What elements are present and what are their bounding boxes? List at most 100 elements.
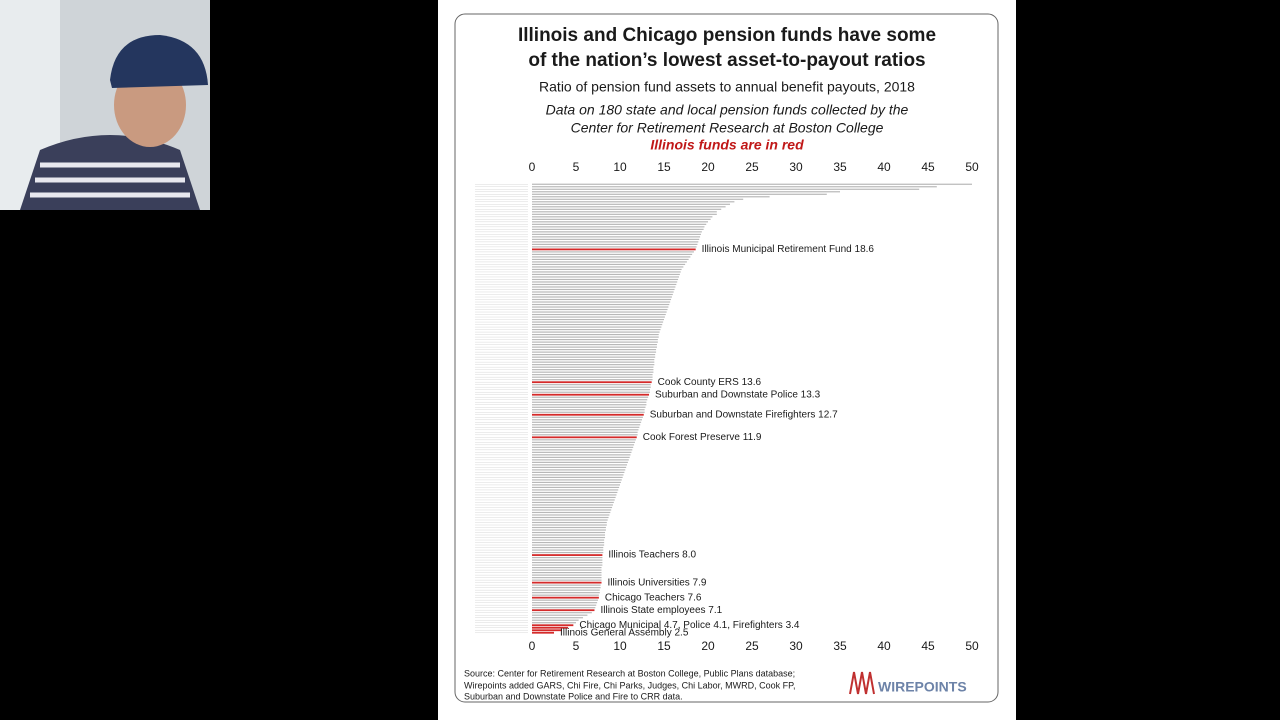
bar (532, 366, 654, 368)
value-label: Illinois General Assembly 2.5 (560, 627, 689, 638)
bar (532, 439, 636, 441)
bar (532, 519, 608, 521)
bar (532, 248, 696, 251)
x-tick-label: 20 (701, 639, 715, 653)
bar (532, 406, 646, 408)
bar (532, 263, 686, 266)
bar (532, 624, 574, 627)
x-tick-label: 45 (921, 160, 935, 174)
bar (532, 396, 649, 398)
value-label: Cook Forest Preserve 11.9 (643, 432, 762, 443)
bar (532, 514, 610, 516)
x-tick-label: 10 (613, 160, 627, 174)
bar (532, 286, 676, 288)
bar (532, 326, 662, 328)
bar (532, 256, 691, 258)
x-tick-label: 15 (657, 639, 671, 653)
bar (532, 283, 677, 286)
bar (532, 183, 972, 185)
x-tick-label: 35 (833, 639, 847, 653)
bar (532, 308, 668, 311)
value-label: Cook County ERS 13.6 (658, 377, 762, 388)
bar (532, 411, 645, 413)
x-tick-label: 15 (657, 160, 671, 174)
bar (532, 556, 603, 559)
bar (532, 602, 598, 604)
bar (532, 612, 592, 614)
bar (532, 496, 616, 499)
bar (532, 218, 711, 220)
bar (532, 361, 655, 363)
bar (532, 206, 726, 208)
bar (532, 313, 666, 316)
bar (532, 351, 657, 353)
bar (532, 369, 654, 371)
bar (532, 426, 640, 428)
x-tick-label: 10 (613, 639, 627, 653)
bar (532, 413, 644, 416)
value-label: Suburban and Downstate Police 13.3 (655, 389, 821, 400)
source: Wirepoints added GARS, Chi Fire, Chi Par… (464, 680, 795, 690)
bar (532, 609, 595, 612)
bar (532, 384, 651, 386)
bar (532, 306, 669, 308)
chart-title: of the nation’s lowest asset-to-payout r… (528, 50, 925, 71)
bar (532, 281, 678, 283)
bar (532, 592, 600, 594)
x-tick-label: 25 (745, 639, 759, 653)
bar (532, 404, 647, 406)
value-label: Illinois Municipal Retirement Fund 18.6 (702, 244, 875, 255)
bar (532, 293, 673, 296)
bar (532, 501, 614, 504)
bar (532, 567, 602, 569)
logo: WIREPOINTS (878, 679, 967, 695)
bar (532, 266, 684, 268)
bar (532, 546, 604, 549)
bar (532, 331, 660, 333)
bar (532, 386, 651, 388)
bar (532, 191, 840, 193)
bar (532, 506, 613, 509)
bar (532, 629, 562, 632)
bar (532, 491, 618, 494)
bar (532, 561, 603, 564)
bar (532, 504, 613, 506)
bar (532, 534, 606, 536)
bar (532, 461, 628, 463)
bar (532, 484, 620, 486)
bar (532, 226, 705, 228)
bar (532, 594, 599, 596)
bar (532, 211, 717, 213)
bar (532, 436, 637, 439)
bar (532, 587, 601, 589)
highlight-note: Illinois funds are in red (650, 137, 804, 153)
bar (532, 273, 680, 276)
x-tick-label: 30 (789, 160, 803, 174)
bar (532, 278, 679, 281)
value-label: Illinois State employees 7.1 (600, 605, 722, 616)
value-label: Chicago Municipal 4.7, Police 4.1, Firef… (579, 620, 800, 631)
bar (532, 323, 663, 326)
bar (532, 321, 664, 323)
bar (532, 208, 722, 210)
bar (532, 381, 652, 384)
bar (532, 193, 827, 195)
bar (532, 486, 620, 489)
bar (532, 349, 657, 351)
source: Suburban and Downstate Police and Fire t… (464, 691, 683, 701)
bar (532, 341, 658, 343)
bar (532, 201, 735, 203)
bar (532, 554, 603, 556)
bar (532, 338, 658, 341)
x-tick-label: 50 (965, 639, 979, 653)
bar (532, 441, 635, 443)
bar (532, 631, 554, 634)
bar (532, 471, 625, 473)
bar (532, 233, 701, 235)
bar (532, 216, 713, 218)
bar (532, 253, 693, 256)
bar (532, 424, 641, 426)
bar (532, 614, 588, 616)
bar (532, 203, 730, 205)
